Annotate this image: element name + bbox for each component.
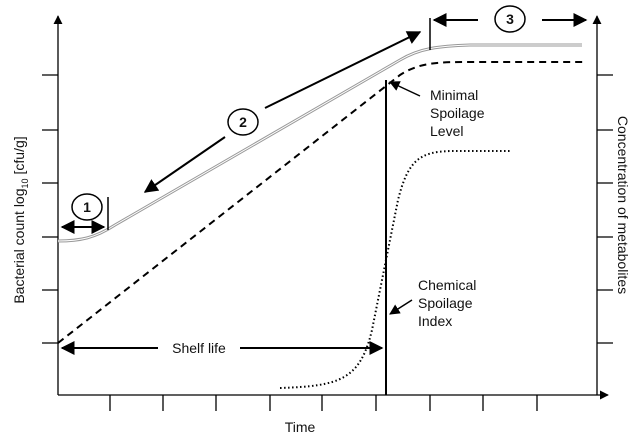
phase-label: 3 xyxy=(506,11,514,27)
phase2-arrow-left xyxy=(143,136,226,193)
phase-label: 2 xyxy=(239,114,247,130)
minimal-spoilage-pointer xyxy=(389,81,421,97)
dashed-curve xyxy=(57,61,583,344)
annotation: Minimal xyxy=(430,87,478,103)
right-ticks xyxy=(597,74,613,344)
y-axis-label-subscript: 10 xyxy=(20,178,30,188)
bacterial-growth-curve xyxy=(57,43,582,243)
y-axis-label-unit: [cfu/g] xyxy=(11,136,27,174)
y-axis-label-text: Bacterial count log xyxy=(11,188,27,303)
phase2-arrow-right xyxy=(264,31,422,109)
annotation: Chemical xyxy=(418,277,476,293)
annotation: Level xyxy=(430,123,463,139)
annotation: Spoilage xyxy=(430,105,485,121)
phase-circle xyxy=(71,193,103,221)
annotation: Shelf life xyxy=(172,340,226,356)
left-ticks xyxy=(42,74,58,344)
x-axis-label: Time xyxy=(285,419,316,435)
y-axis-label: Bacterial count log10 [cfu/g] xyxy=(11,136,30,303)
phase-label: 1 xyxy=(83,199,91,215)
bacterial-growth-curve-inner xyxy=(57,44,582,242)
bottom-ticks xyxy=(109,395,538,411)
phase-markers xyxy=(71,5,526,221)
metabolite-curve xyxy=(279,150,512,389)
annotation: Index xyxy=(418,313,452,329)
annotation: Spoilage xyxy=(418,295,473,311)
phase-circle xyxy=(227,108,259,136)
axes xyxy=(42,15,613,411)
shelf-life-bg xyxy=(158,338,240,358)
phase-circle xyxy=(494,5,526,33)
y2-axis-label: Concentration of metabolites xyxy=(615,116,630,294)
chemical-spoilage-pointer xyxy=(389,299,413,315)
